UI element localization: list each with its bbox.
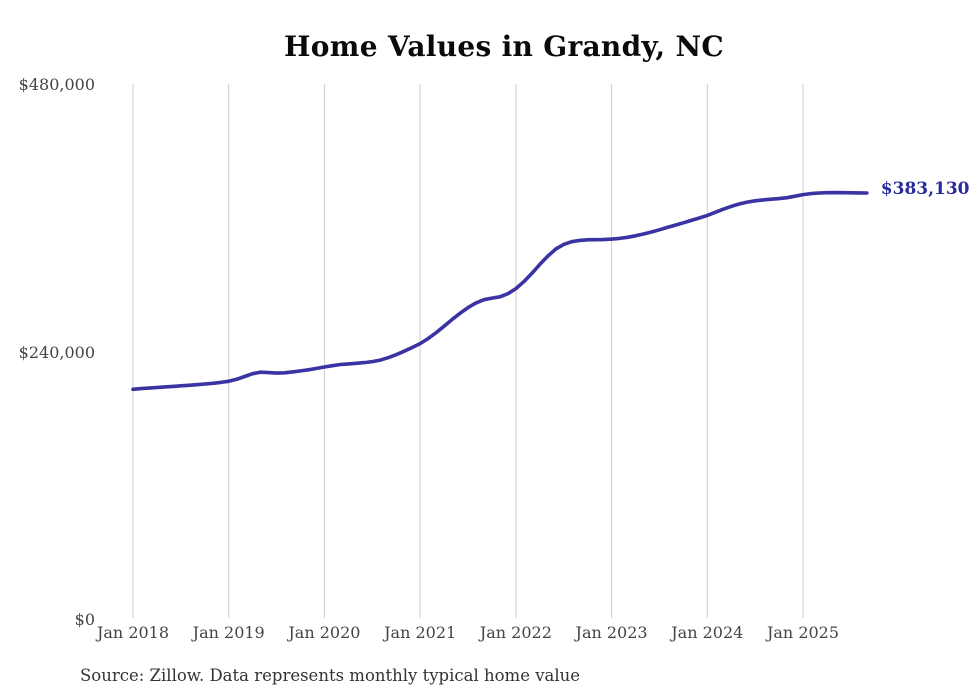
home-value-line (131, 190, 869, 392)
x-axis-tick-label: Jan 2018 (96, 623, 170, 642)
x-axis-tick-label: Jan 2024 (671, 623, 744, 642)
current-value-label: $383,130 (880, 178, 970, 199)
y-axis-tick-label: $0 (74, 610, 95, 629)
source-note: Source: Zillow. Data represents monthly … (80, 666, 581, 685)
x-axis-tick-label: Jan 2019 (192, 623, 265, 642)
y-axis-tick-label: $480,000 (18, 75, 95, 94)
chart-title: Home Values in Grandy, NC (284, 30, 724, 63)
y-axis-tick-label: $240,000 (18, 342, 95, 362)
x-axis-tick-label: Jan 2022 (479, 623, 552, 642)
x-axis-tick-label: Jan 2023 (575, 623, 648, 642)
x-axis-tick-label: Jan 2025 (766, 623, 840, 642)
x-axis-tick-label: Jan 2021 (384, 623, 457, 642)
x-axis-tick-label: Jan 2020 (288, 623, 361, 642)
